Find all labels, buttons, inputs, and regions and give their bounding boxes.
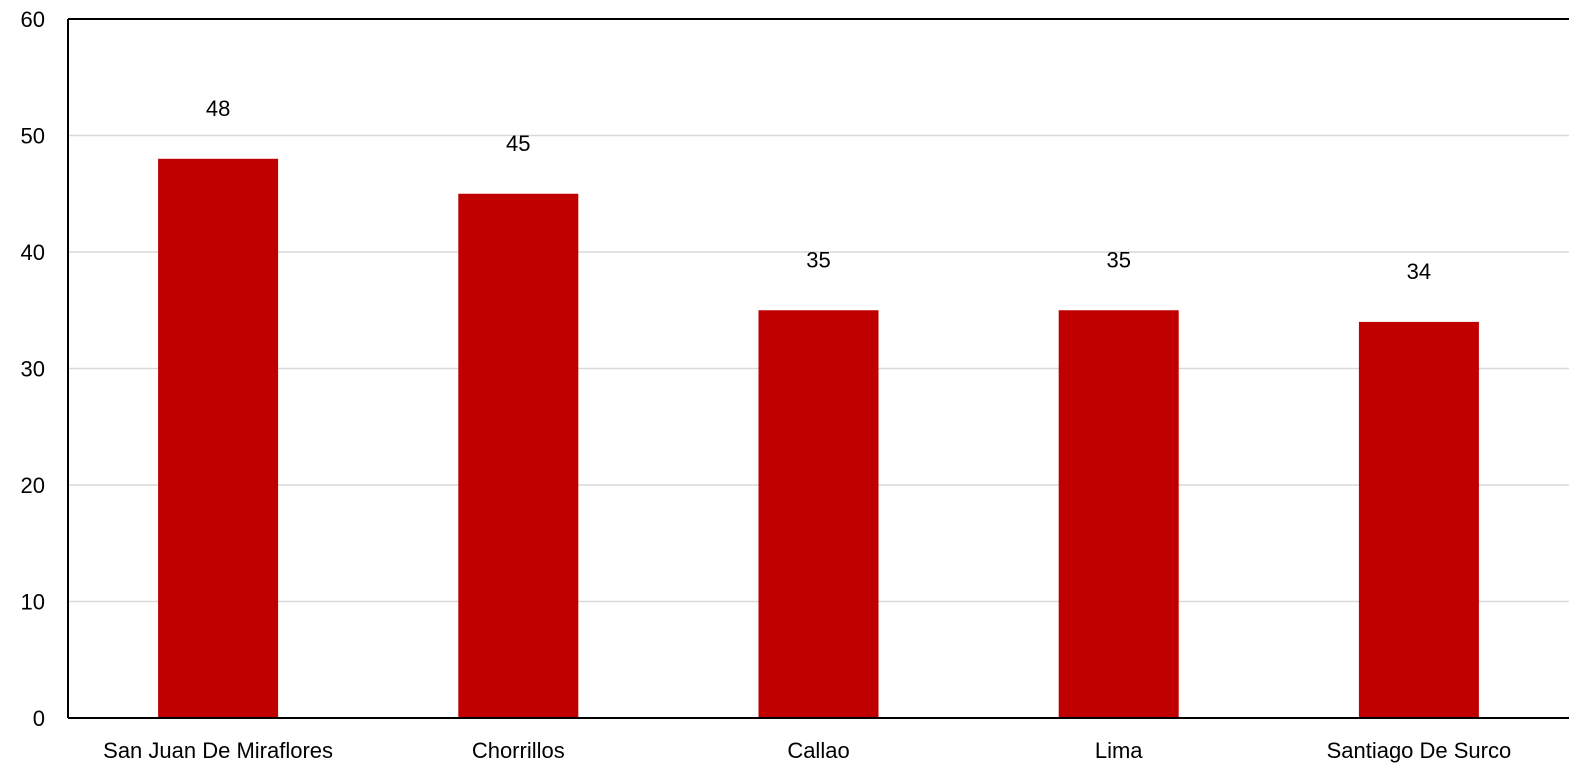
y-tick-label: 50 xyxy=(21,124,45,149)
axes xyxy=(67,18,1569,719)
y-tick-label: 60 xyxy=(21,7,45,32)
bars xyxy=(158,158,1479,719)
data-label: 45 xyxy=(506,131,530,156)
bar xyxy=(758,310,879,718)
data-label: 48 xyxy=(206,96,230,121)
bar xyxy=(1358,321,1479,718)
x-axis-ticks: San Juan De Miraflores Chorrillos Callao Li… xyxy=(103,738,1511,763)
bar xyxy=(1058,310,1179,718)
data-label: 34 xyxy=(1407,259,1431,284)
x-tick-label: Lima xyxy=(1095,738,1143,763)
data-label: 35 xyxy=(1106,247,1130,272)
x-tick-label: San Juan De Miraflores xyxy=(103,738,333,763)
y-tick-label: 10 xyxy=(21,590,45,615)
bar xyxy=(458,193,579,718)
y-tick-label: 0 xyxy=(33,706,45,731)
data-label: 35 xyxy=(806,247,830,272)
x-tick-label: Chorrillos xyxy=(472,738,565,763)
y-tick-label: 20 xyxy=(21,473,45,498)
y-axis-ticks: 0 10 20 30 40 50 60 xyxy=(21,7,45,731)
x-tick-label: Santiago De Surco xyxy=(1327,738,1512,763)
y-tick-label: 30 xyxy=(21,357,45,382)
x-tick-label: Callao xyxy=(787,738,849,763)
bar xyxy=(158,158,279,719)
data-labels: 48 45 35 35 34 xyxy=(206,96,1431,284)
y-tick-label: 40 xyxy=(21,240,45,265)
